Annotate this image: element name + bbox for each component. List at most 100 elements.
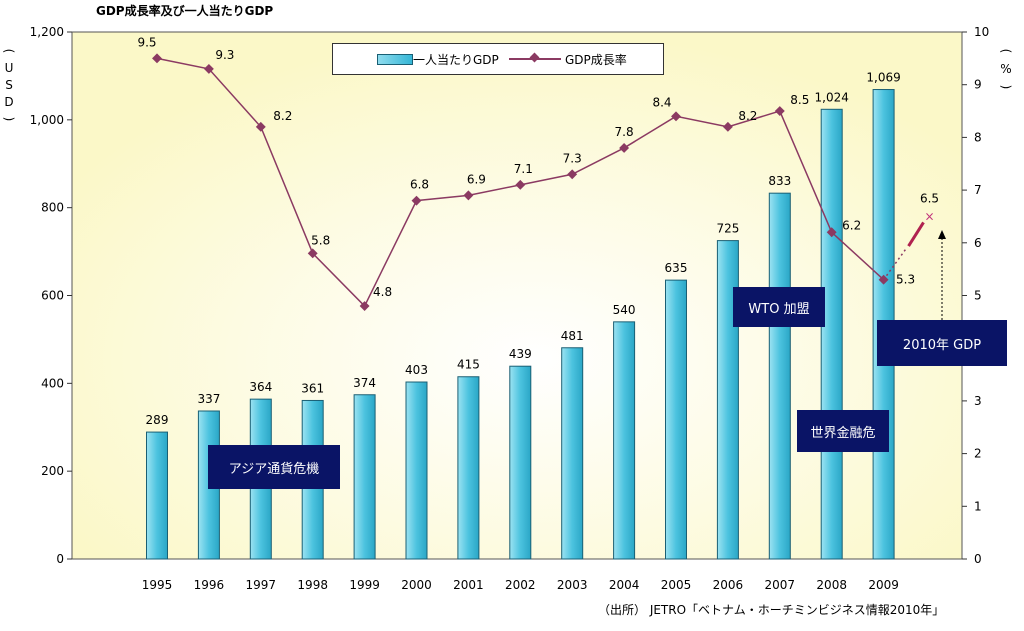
right-axis-tick-label: 10	[974, 25, 989, 39]
right-axis-tick-label: 1	[974, 499, 982, 513]
x-axis-tick-label: 2004	[609, 578, 640, 592]
right-axis-tick-label: 9	[974, 78, 982, 92]
bar-value-label: 1,024	[815, 90, 849, 104]
bar	[613, 321, 636, 560]
right-axis-title-paren: (	[999, 49, 1013, 54]
x-axis-tick-label: 2003	[557, 578, 588, 592]
x-axis-tick-label: 2005	[661, 578, 692, 592]
x-axis-tick-label: 2000	[401, 578, 432, 592]
left-axis-tick-label: 1,000	[30, 113, 64, 127]
growth-rate-marker	[671, 111, 681, 122]
growth-rate-label: 8.2	[273, 109, 292, 123]
right-axis-tick-label: 5	[974, 289, 982, 303]
x-axis-tick-label: 2006	[713, 578, 744, 592]
x-axis-tick-label: 2001	[453, 578, 484, 592]
growth-rate-label: 9.5	[137, 35, 156, 49]
bar	[561, 347, 584, 560]
growth-rate-label: 6.8	[410, 178, 429, 192]
legend-line-marker	[529, 52, 540, 63]
growth-rate-marker	[359, 301, 370, 311]
growth-rate-marker	[619, 142, 630, 153]
bar-value-label: 415	[457, 358, 480, 372]
bar-value-label: 289	[146, 413, 169, 427]
x-axis-tick-label: 1995	[142, 578, 173, 592]
bar-value-label: 361	[301, 381, 324, 395]
growth-rate-marker	[515, 179, 526, 190]
growth-rate-marker	[411, 195, 422, 206]
growth-rate-label: 8.2	[738, 109, 757, 123]
bar-value-label: 439	[509, 347, 532, 361]
legend: 一人当たりGDP GDP成長率	[332, 43, 664, 75]
bar	[768, 192, 791, 560]
growth-rate-marker	[203, 63, 214, 74]
x-axis-tick-label: 2007	[765, 578, 796, 592]
growth-rate-label: 6.9	[467, 172, 486, 186]
note-financial-crisis: 世界金融危	[797, 410, 889, 452]
projection-segment	[907, 221, 925, 247]
growth-rate-label: 7.3	[563, 151, 582, 165]
growth-rate-label: 5.8	[311, 233, 330, 247]
bar-value-label: 725	[716, 222, 739, 236]
left-axis-tick-label: 600	[41, 289, 64, 303]
right-axis-title-paren: )	[999, 85, 1013, 90]
right-axis-tick-label: 6	[974, 236, 982, 250]
legend-bar-label: 一人当たりGDP	[413, 53, 499, 67]
growth-rate-label: 9.3	[215, 48, 234, 62]
x-axis-tick-label: 1999	[349, 578, 380, 592]
growth-rate-label: 6.2	[842, 218, 861, 232]
left-axis-tick-label: 0	[56, 552, 64, 566]
growth-rate-marker	[463, 190, 474, 201]
growth-rate-label: 7.8	[615, 125, 634, 139]
right-axis-tick-label: 3	[974, 394, 982, 408]
bar-value-label: 337	[197, 392, 220, 406]
left-axis-title-char: U	[5, 61, 14, 75]
projection-arrow-head	[938, 230, 946, 239]
growth-rate-label: 8.5	[790, 93, 809, 107]
bar	[509, 365, 532, 560]
bar-value-label: 374	[353, 376, 376, 390]
bar-value-label: 481	[561, 329, 584, 343]
left-axis-title-char: D	[4, 95, 13, 109]
growth-rate-label: 4.8	[373, 285, 392, 299]
growth-rate-marker	[307, 248, 318, 259]
growth-rate-marker	[774, 106, 785, 116]
legend-bar-swatch	[377, 54, 413, 65]
growth-rate-marker	[826, 227, 837, 238]
growth-rate-marker	[567, 169, 578, 180]
left-axis-title-paren: (	[2, 49, 16, 54]
left-axis-tick-label: 1,200	[30, 25, 64, 39]
left-axis-tick-label: 200	[41, 464, 64, 478]
growth-rate-label: 8.4	[652, 95, 671, 109]
bar	[146, 431, 168, 560]
growth-rate-marker	[152, 53, 162, 64]
right-axis-tick-label: 7	[974, 183, 982, 197]
note-asia-crisis: アジア通貨危機	[208, 445, 340, 489]
note-2010-gdp: 2010年 GDP	[877, 320, 1007, 366]
bar-value-label: 635	[665, 261, 688, 275]
growth-rate-label: 7.1	[514, 162, 533, 176]
bar-value-label: 403	[405, 363, 428, 377]
x-axis-tick-label: 1996	[194, 578, 225, 592]
bar	[353, 394, 376, 560]
left-axis-tick-label: 800	[41, 201, 64, 215]
x-axis-tick-label: 2009	[868, 578, 899, 592]
projection-dotted	[882, 247, 908, 281]
x-axis-tick-label: 1997	[246, 578, 277, 592]
left-axis-title-char: S	[5, 78, 13, 92]
right-axis-tick-label: 0	[974, 552, 982, 566]
legend-line-label: GDP成長率	[565, 53, 627, 67]
left-axis-title-paren: )	[2, 117, 16, 122]
right-axis-title: %	[1000, 62, 1011, 76]
bar	[405, 381, 428, 560]
bar-value-label: 1,069	[866, 71, 900, 85]
projection-marker: ×	[924, 209, 934, 223]
growth-rate-label: 5.3	[896, 273, 915, 287]
x-axis-tick-label: 2008	[816, 578, 847, 592]
projection-label: 6.5	[920, 191, 939, 205]
bar	[820, 108, 843, 560]
right-axis-tick-label: 2	[974, 447, 982, 461]
bar	[457, 376, 480, 560]
bar-value-label: 364	[249, 380, 272, 394]
bar-value-label: 540	[613, 303, 636, 317]
